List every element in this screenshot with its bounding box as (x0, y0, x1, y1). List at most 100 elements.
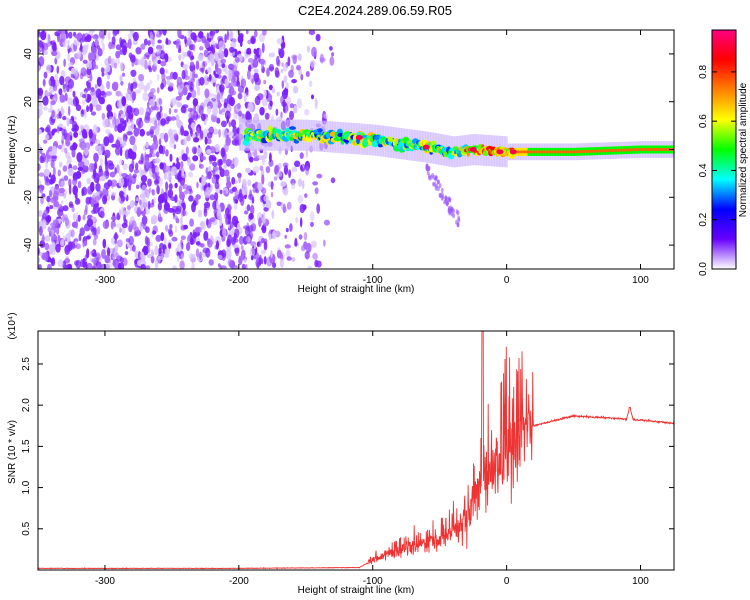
spectrogram-noise-speck (203, 206, 207, 214)
spectrogram-noise-speck (153, 58, 158, 67)
spectrogram-noise-speck (207, 239, 213, 248)
spectrogram-noise-speck (70, 229, 75, 238)
spectrogram-noise-speck (246, 30, 249, 35)
spectrogram-noise-speck (60, 70, 66, 78)
x-tick-label: -300 (95, 275, 115, 286)
spectrogram-noise-speck (43, 106, 48, 111)
spectrogram-noise-speck (272, 230, 277, 240)
spectrogram-noise-speck (194, 227, 200, 233)
spectrogram-noise-speck (155, 166, 159, 173)
spectrogram-signal-blob (293, 140, 300, 144)
spectrogram-noise-speck (207, 54, 212, 64)
spectrogram-noise-speck (82, 214, 86, 221)
spectrogram-noise-speck (126, 131, 133, 136)
spectrogram-noise-speck (304, 109, 310, 116)
spectrogram-noise-speck (206, 149, 212, 155)
spectrogram-noise-speck (120, 41, 124, 48)
spectrogram-noise-speck (175, 96, 182, 101)
spectrogram-noise-speck (138, 119, 144, 129)
spectrogram-noise-speck (323, 219, 330, 226)
spectrogram-noise-speck (45, 90, 49, 96)
spectrogram-noise-speck (180, 125, 184, 136)
spectrogram-signal-core (554, 150, 556, 154)
y-tick-label: 0.5 (21, 521, 32, 535)
spectrogram-noise-speck (268, 52, 273, 58)
spectrogram-noise-speck (73, 131, 78, 138)
spectrogram-noise-speck (114, 125, 118, 132)
spectrogram-noise-speck (118, 262, 125, 269)
spectrogram-noise-speck (75, 104, 82, 112)
spectrogram-signal-core (634, 148, 637, 152)
spectrogram-noise-speck (230, 90, 237, 96)
y-tick-label: -20 (23, 190, 34, 205)
spectrogram-noise-speck (258, 257, 262, 266)
spectrogram-noise-speck (434, 186, 438, 191)
spectrogram-noise-speck (66, 117, 70, 127)
spectrogram-noise-speck (62, 235, 67, 241)
spectrogram-signal-core (517, 150, 520, 154)
spectrogram-signal-core (584, 150, 586, 153)
spectrogram-noise-speck (88, 128, 93, 139)
spectrogram-noise-speck (41, 193, 46, 198)
spectrogram-signal-core (529, 150, 532, 154)
spectrogram-noise-speck (38, 163, 41, 171)
spectrogram-noise-speck (240, 245, 244, 250)
spectrogram-noise-speck (268, 159, 274, 167)
spectrogram-signal-core (619, 148, 621, 152)
spectrogram-noise-speck (216, 92, 221, 103)
spectrogram-noise-speck (206, 218, 209, 226)
spectrogram-noise-speck (84, 44, 88, 54)
spectrogram-noise-speck (130, 69, 137, 78)
spectrogram-noise-speck (181, 153, 188, 162)
snr-panel: -300 -200 -100 0 100 0.5 1.0 1.5 2.0 2.5 Height … (7, 312, 675, 596)
spectrogram-noise-speck (182, 202, 186, 211)
spectrogram-noise-speck (53, 185, 60, 196)
spectrogram-noise-speck (165, 39, 172, 45)
spectrogram-noise-speck (169, 138, 175, 148)
spectrogram-noise-speck (186, 135, 191, 142)
spectrogram-signal-core (656, 148, 659, 151)
spectrogram-noise-speck (331, 52, 335, 57)
spectrogram-noise-speck (146, 102, 150, 108)
spectrogram-noise-speck (174, 108, 178, 113)
spectrogram-noise-speck (39, 184, 44, 194)
spectrogram-noise-speck (231, 38, 237, 43)
spectrogram-noise-speck (38, 30, 41, 37)
spectrogram-noise-speck (39, 240, 46, 248)
spectrogram-noise-speck (68, 31, 73, 39)
spectrogram-noise-speck (222, 227, 227, 238)
spectrogram-signal-core (568, 150, 571, 154)
spectrogram-noise-speck (272, 262, 277, 269)
spectrogram-noise-speck (300, 217, 303, 228)
spectrogram-noise-speck (63, 58, 66, 67)
spectrogram-noise-speck (87, 79, 91, 89)
spectrogram-noise-speck (153, 196, 156, 204)
spectrogram-noise-speck (236, 75, 240, 86)
spectrogram-signal-core (569, 150, 572, 154)
spectrogram-noise-speck (121, 120, 127, 129)
spectrogram-noise-speck (291, 79, 297, 84)
spectrogram-noise-speck (43, 209, 49, 218)
spectrogram-noise-speck (214, 191, 219, 201)
spectrogram-signal-core (516, 150, 519, 154)
spectrogram-signal-core (605, 149, 608, 153)
spectrogram-noise-speck (253, 157, 259, 162)
spectrogram-signal-core (560, 150, 562, 154)
spectrogram-noise-speck (216, 68, 222, 75)
spectrogram-noise-speck (146, 189, 150, 200)
figure-title: C2E4.2024.289.06.59.R05 (298, 3, 452, 18)
spectrogram-noise-speck (101, 72, 105, 77)
spectrogram-noise-speck (261, 187, 267, 195)
spectrogram-noise-speck (72, 90, 76, 98)
spectrogram-noise-speck (121, 173, 128, 178)
spectrogram-noise-speck (179, 81, 185, 89)
spectrogram-hot-spot (509, 149, 517, 155)
spectrogram-noise-speck (43, 71, 48, 79)
spectrogram-noise-speck (59, 187, 65, 194)
spectrogram-noise-speck (218, 109, 223, 115)
spectrogram-noise-speck (273, 176, 278, 181)
spectrogram-noise-speck (176, 242, 182, 253)
spectrogram-noise-speck (126, 105, 133, 115)
spectrogram-noise-speck (230, 41, 237, 49)
spectrogram-noise-speck (201, 60, 208, 68)
